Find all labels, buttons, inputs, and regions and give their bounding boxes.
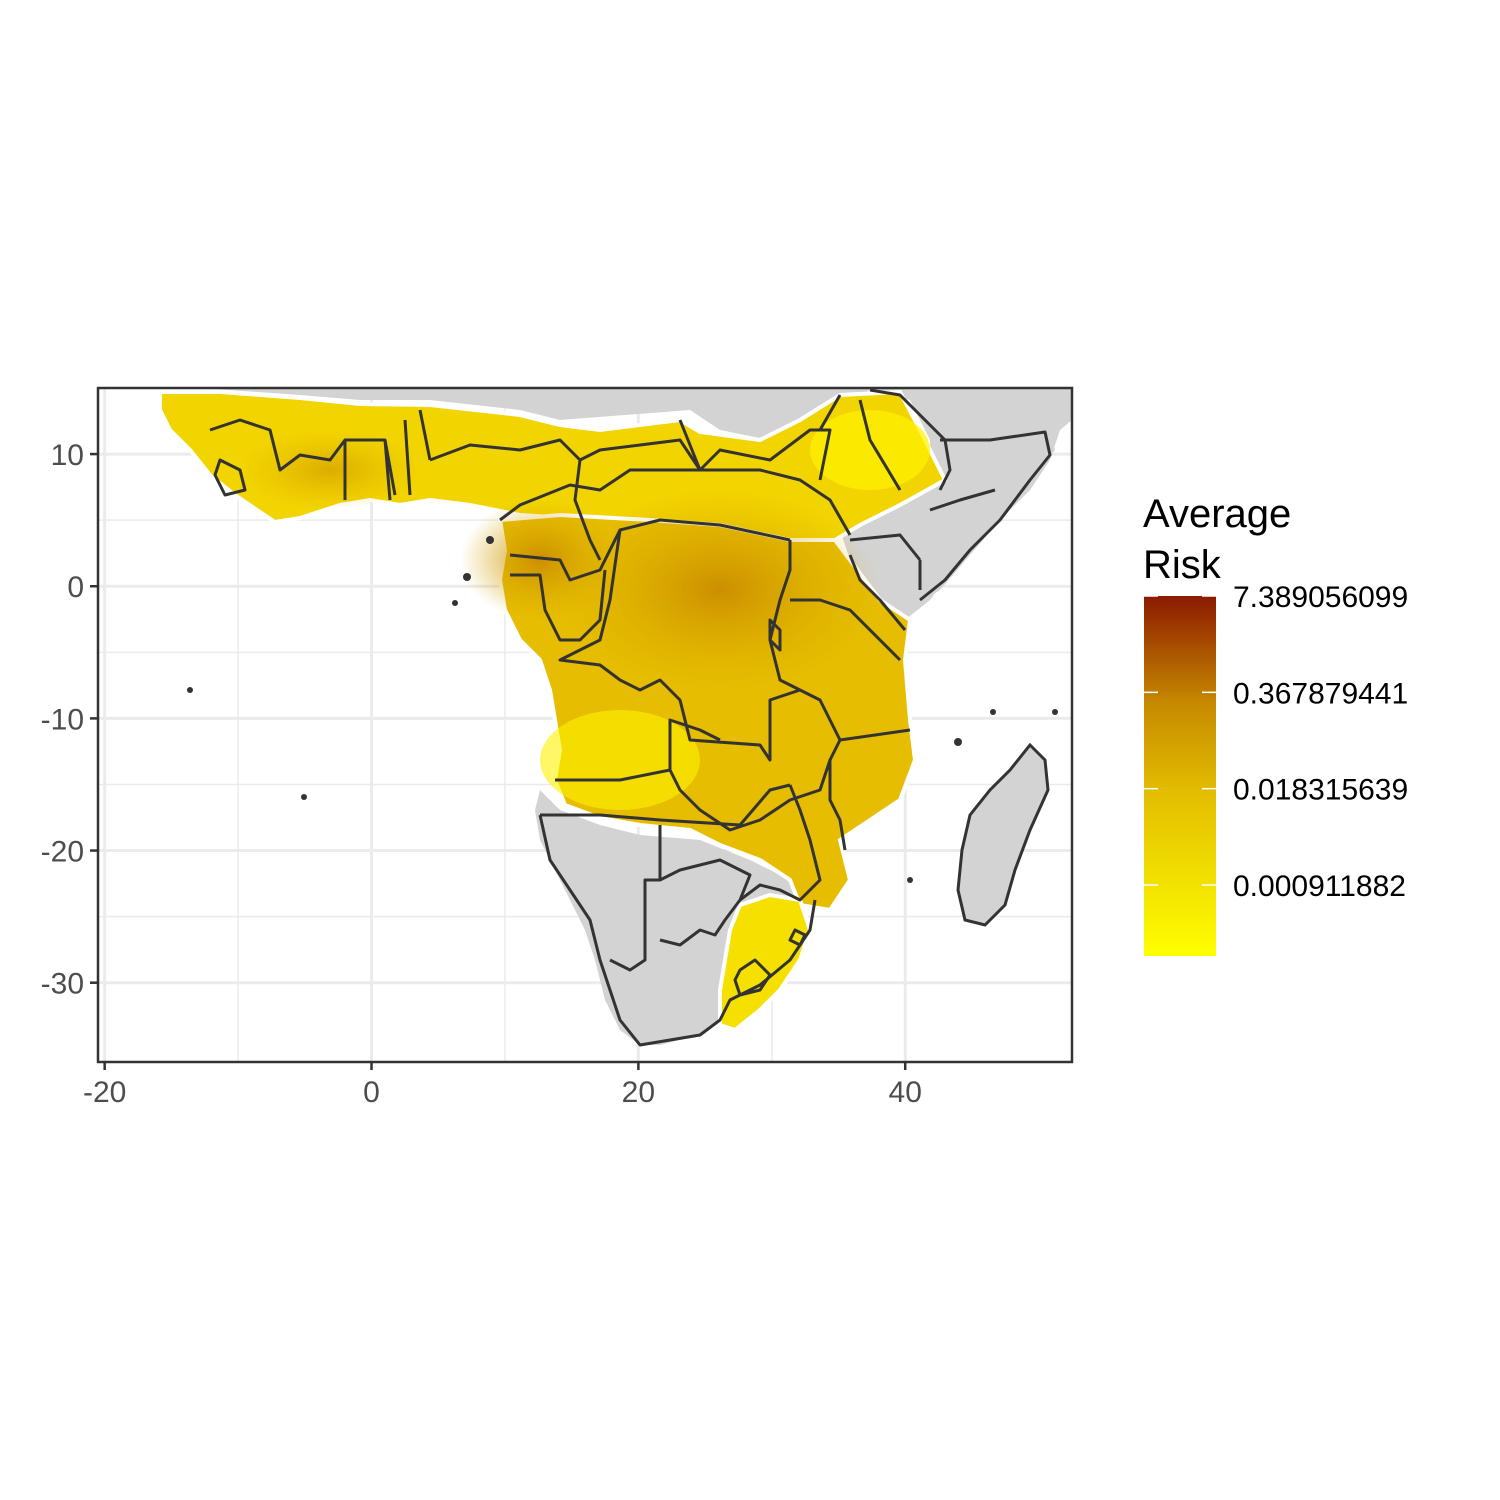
x-axis: -20 0 20 40 — [83, 1062, 922, 1109]
legend-label: 0.000911882 — [1233, 870, 1406, 903]
x-tick-label: 40 — [889, 1076, 922, 1109]
y-tick-label: 10 — [51, 439, 84, 472]
legend-label: 7.389056099 — [1233, 581, 1408, 614]
y-tick-label: -10 — [41, 703, 84, 736]
risk-low-sahel — [810, 410, 930, 490]
y-tick-label: -30 — [41, 968, 84, 1001]
legend-labels: 7.389056099 0.367879441 0.018315639 0.00091… — [1144, 581, 1408, 903]
country-borders — [209, 388, 1052, 1047]
legend-colorbar — [1144, 596, 1216, 956]
legend-label: 0.018315639 — [1233, 774, 1408, 807]
legend-title-line-1: Average — [1143, 492, 1291, 536]
risk-hotspot-nigeria — [460, 500, 620, 620]
x-tick-label: 0 — [363, 1076, 380, 1109]
x-tick-label: -20 — [83, 1076, 126, 1109]
y-tick-label: 0 — [67, 571, 84, 604]
panel-border — [96, 386, 1074, 1064]
x-tick-label: 20 — [622, 1076, 655, 1109]
risk-low-angola — [540, 710, 700, 810]
legend-label: 0.367879441 — [1233, 677, 1408, 710]
islands — [187, 536, 1058, 883]
north-africa-land — [150, 388, 1072, 620]
map-layer — [150, 388, 1072, 1047]
y-axis: 10 0 -10 -20 -30 — [41, 439, 98, 1001]
madagascar-land — [956, 742, 1050, 927]
risk-hotspot-congo — [560, 490, 880, 690]
legend-title-line-2: Risk — [1143, 543, 1222, 587]
risk-hotspot-ghana — [240, 430, 420, 510]
southern-africa-land — [535, 790, 800, 1045]
legend: Average Risk 7.389056099 0.367879441 0.018… — [1143, 492, 1408, 956]
y-tick-label: -20 — [41, 836, 84, 869]
